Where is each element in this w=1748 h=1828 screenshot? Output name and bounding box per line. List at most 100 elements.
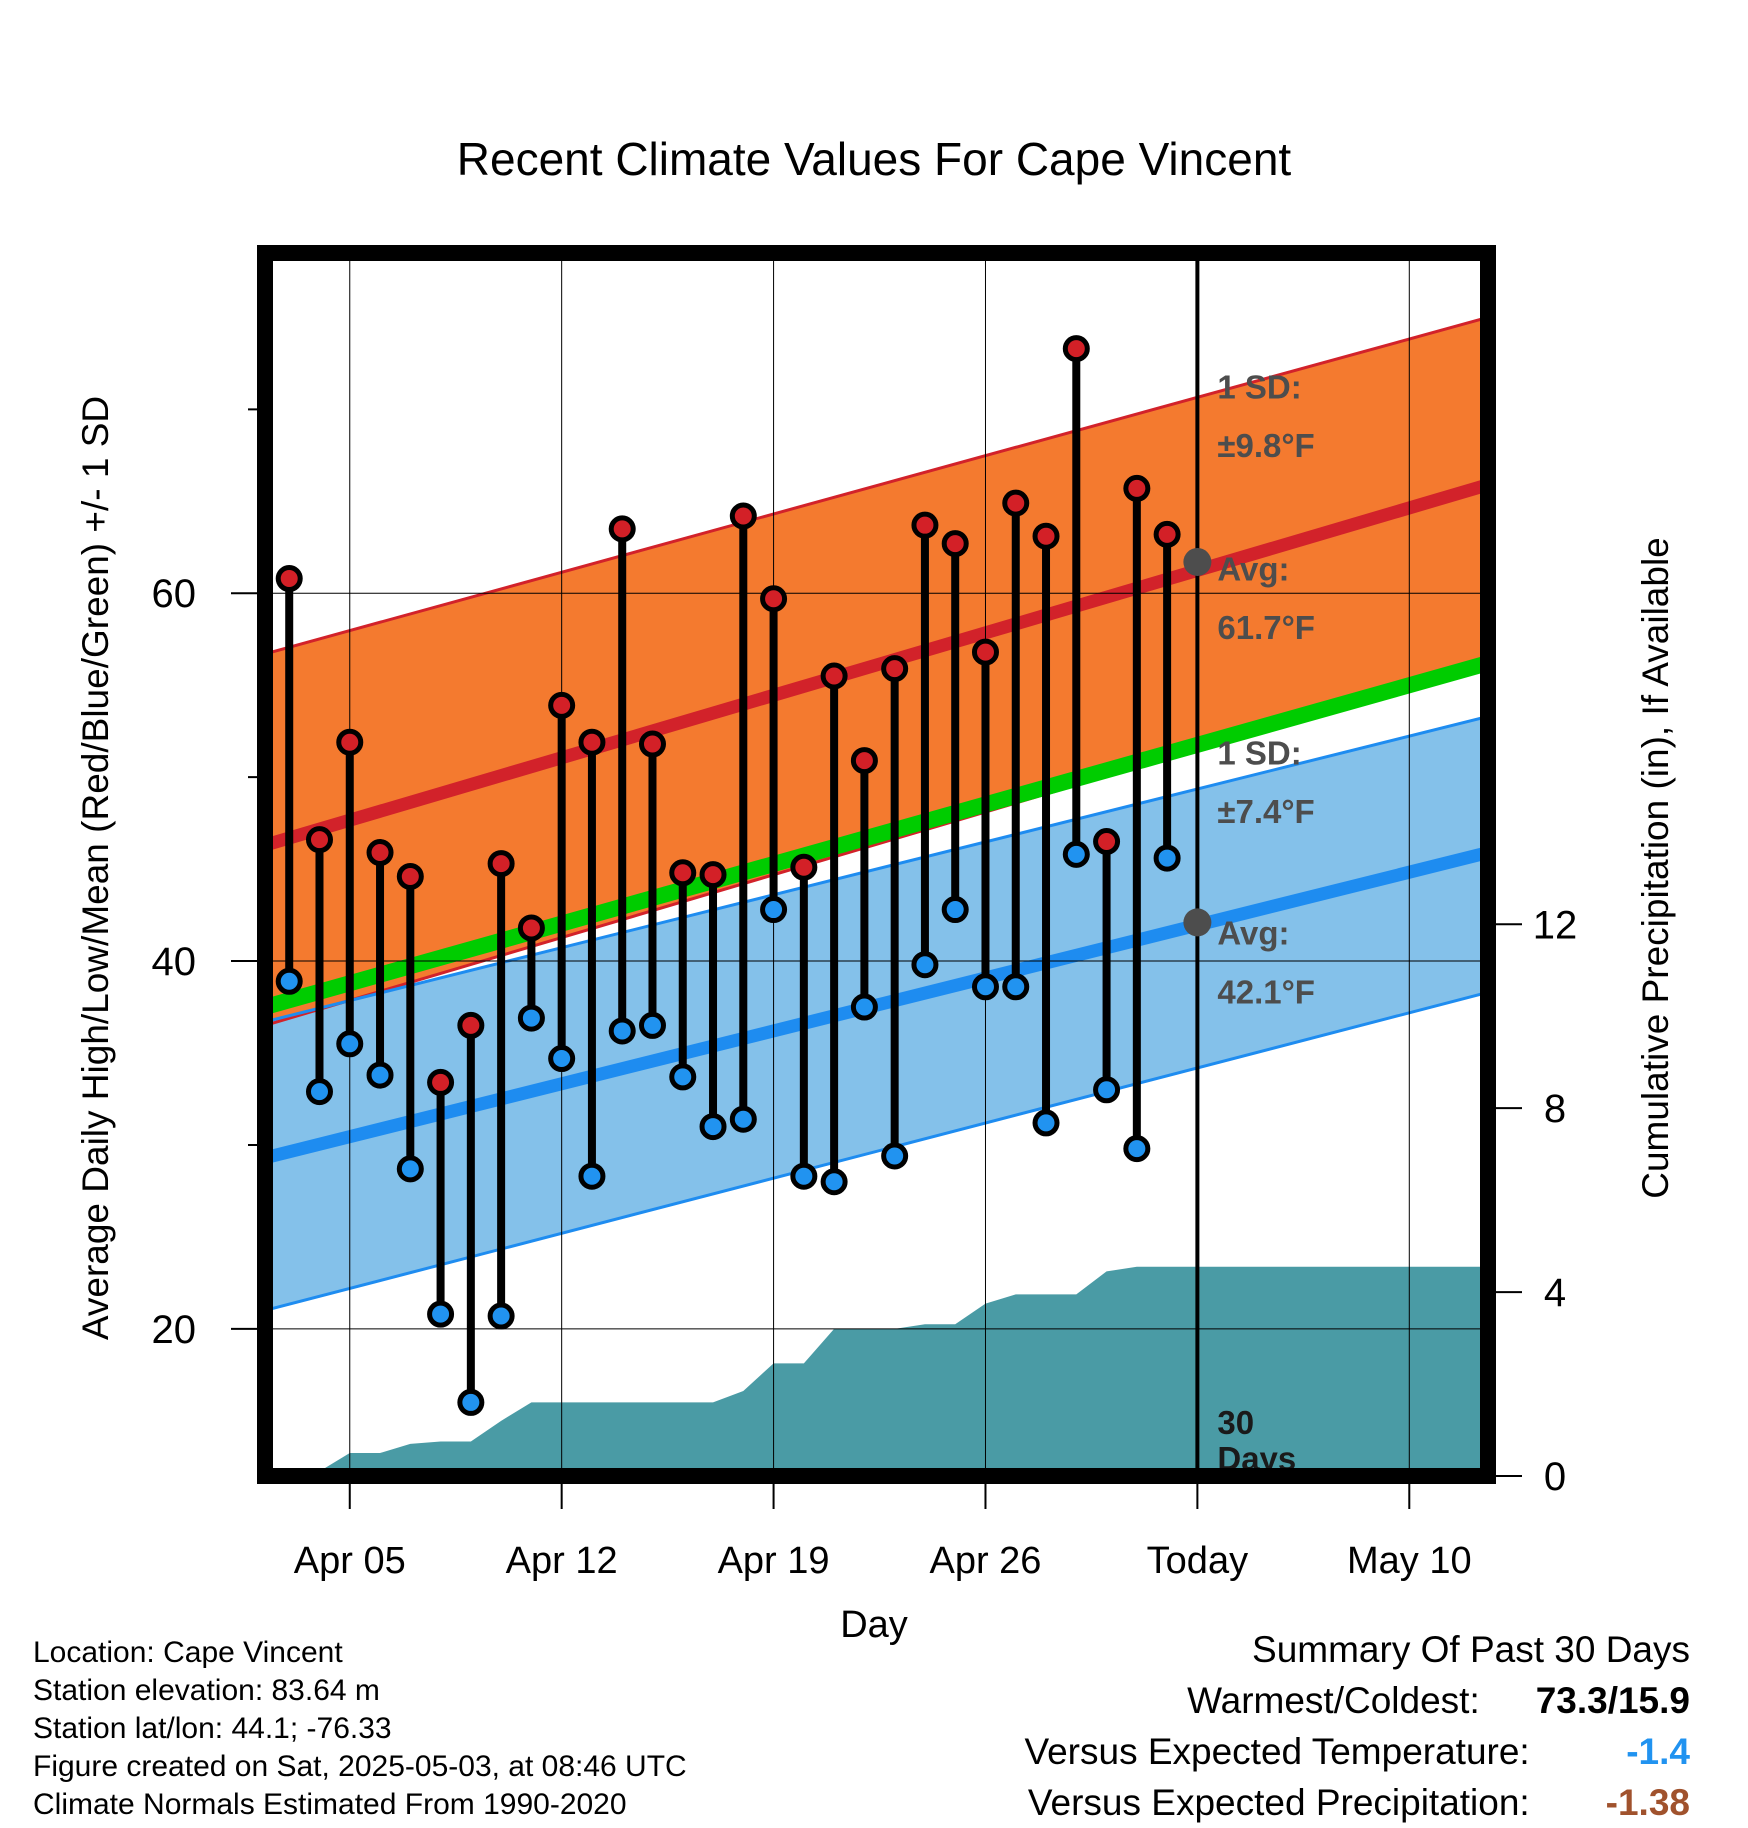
- x-tick-label: May 10: [1347, 1540, 1472, 1582]
- mean-line: [265, 655, 1488, 1015]
- low-point: [457, 1388, 485, 1416]
- high-point: [881, 655, 909, 683]
- low-point: [699, 1113, 727, 1141]
- y-tick-label: 20: [152, 1308, 197, 1352]
- normals-text: Climate Normals Estimated From 1990-2020: [33, 1788, 627, 1821]
- elevation-text: Station elevation: 83.64 m: [33, 1674, 380, 1707]
- high-point: [699, 861, 727, 889]
- low-point: [638, 1011, 666, 1039]
- low-point: [1093, 1076, 1121, 1104]
- x-tick-label: Apr 26: [929, 1540, 1041, 1582]
- low-point: [729, 1105, 757, 1133]
- high-point: [638, 730, 666, 758]
- low-point: [881, 1142, 909, 1170]
- summary-title: Summary Of Past 30 Days: [1252, 1629, 1690, 1670]
- high-point: [1093, 828, 1121, 856]
- y2-tick-label: 8: [1544, 1087, 1566, 1131]
- high-point: [1032, 522, 1060, 550]
- high-upper-line: [265, 315, 1488, 656]
- high-point: [366, 839, 394, 867]
- high-point: [608, 515, 636, 543]
- high-point: [941, 530, 969, 558]
- y-tick-label: 40: [152, 940, 197, 984]
- high-point: [820, 662, 848, 690]
- y-axis-label: Average Daily High/Low/Mean (Red/Blue/Gr…: [75, 396, 116, 1340]
- today-low-avg-marker: [1183, 908, 1212, 937]
- temp-departure-label: Versus Expected Temperature:: [1024, 1731, 1530, 1772]
- high-point: [850, 747, 878, 775]
- high-mean-line: [265, 478, 1488, 852]
- y2-axis-label: Cumulative Precipitation (in), If Availa…: [1635, 537, 1676, 1199]
- low-sd-label: 1 SD:: [1217, 734, 1301, 771]
- high-point: [729, 502, 757, 530]
- low-sd-band: [265, 716, 1488, 1311]
- high-avg-value: 61.7°F: [1217, 609, 1315, 646]
- low-upper-line: [265, 714, 1488, 1024]
- warmest-coldest-value: 73.3/15.9: [1535, 1680, 1690, 1721]
- low-point: [971, 973, 999, 1001]
- high-sd-value: ±9.8°F: [1217, 427, 1314, 464]
- warmest-coldest-label: Warmest/Coldest:: [1187, 1680, 1480, 1721]
- high-point: [336, 728, 364, 756]
- high-point: [487, 850, 515, 878]
- high-point: [760, 585, 788, 613]
- low-point: [517, 1004, 545, 1032]
- high-point: [790, 853, 818, 881]
- chart-title: Recent Climate Values For Cape Vincent: [457, 133, 1292, 185]
- temp-departure-value: -1.4: [1626, 1731, 1690, 1772]
- high-point: [517, 914, 545, 942]
- high-point: [457, 1011, 485, 1039]
- low-point: [1153, 844, 1181, 872]
- low-point: [850, 993, 878, 1021]
- low-point: [427, 1300, 455, 1328]
- temp-departure-row: Versus Expected Temperature: -1.4: [1024, 1726, 1690, 1777]
- precip-days-label-top: 30: [1217, 1404, 1254, 1441]
- warmest-coldest-row: Warmest/Coldest: 73.3/15.9: [1024, 1675, 1690, 1726]
- x-axis-label: Day: [840, 1604, 908, 1646]
- high-sd-label: 1 SD:: [1217, 368, 1301, 405]
- high-point: [305, 826, 333, 854]
- low-point: [548, 1045, 576, 1073]
- low-point: [1002, 973, 1030, 1001]
- today-high-avg-marker: [1183, 547, 1212, 576]
- plot-frame: [257, 245, 1496, 1484]
- high-point: [548, 691, 576, 719]
- high-point: [427, 1068, 455, 1096]
- low-point: [336, 1030, 364, 1058]
- low-point: [820, 1168, 848, 1196]
- x-tick-label: Apr 12: [506, 1540, 618, 1582]
- precip-departure-label: Versus Expected Precipitation:: [1027, 1782, 1530, 1823]
- low-point: [396, 1155, 424, 1183]
- precip-area: [277, 1266, 1488, 1476]
- high-point: [1123, 474, 1151, 502]
- high-point: [1062, 335, 1090, 363]
- x-tick-label: Apr 19: [718, 1540, 830, 1582]
- high-point: [1002, 489, 1030, 517]
- station-info: Location: Cape Vincent Station elevation…: [33, 1634, 687, 1824]
- low-point: [1032, 1109, 1060, 1137]
- low-avg-label: Avg:: [1217, 915, 1289, 952]
- low-point: [941, 896, 969, 924]
- high-point: [275, 565, 303, 593]
- y2-tick-label: 0: [1544, 1455, 1566, 1499]
- low-point: [578, 1162, 606, 1190]
- low-point: [366, 1061, 394, 1089]
- precip-departure-row: Versus Expected Precipitation: -1.38: [1024, 1777, 1690, 1828]
- low-point: [608, 1017, 636, 1045]
- low-point: [275, 967, 303, 995]
- low-point: [305, 1078, 333, 1106]
- location-text: Location: Cape Vincent: [33, 1636, 343, 1669]
- high-point: [1153, 520, 1181, 548]
- high-avg-label: Avg:: [1217, 550, 1289, 587]
- low-point: [790, 1162, 818, 1190]
- low-point: [1062, 840, 1090, 868]
- created-text: Figure created on Sat, 2025-05-03, at 08…: [33, 1750, 687, 1783]
- low-point: [1123, 1135, 1151, 1163]
- high-point: [971, 638, 999, 666]
- low-point: [669, 1063, 697, 1091]
- x-tick-label: Today: [1147, 1540, 1248, 1582]
- high-point: [911, 511, 939, 539]
- x-tick-label: Apr 05: [294, 1540, 406, 1582]
- y2-tick-label: 4: [1544, 1271, 1566, 1315]
